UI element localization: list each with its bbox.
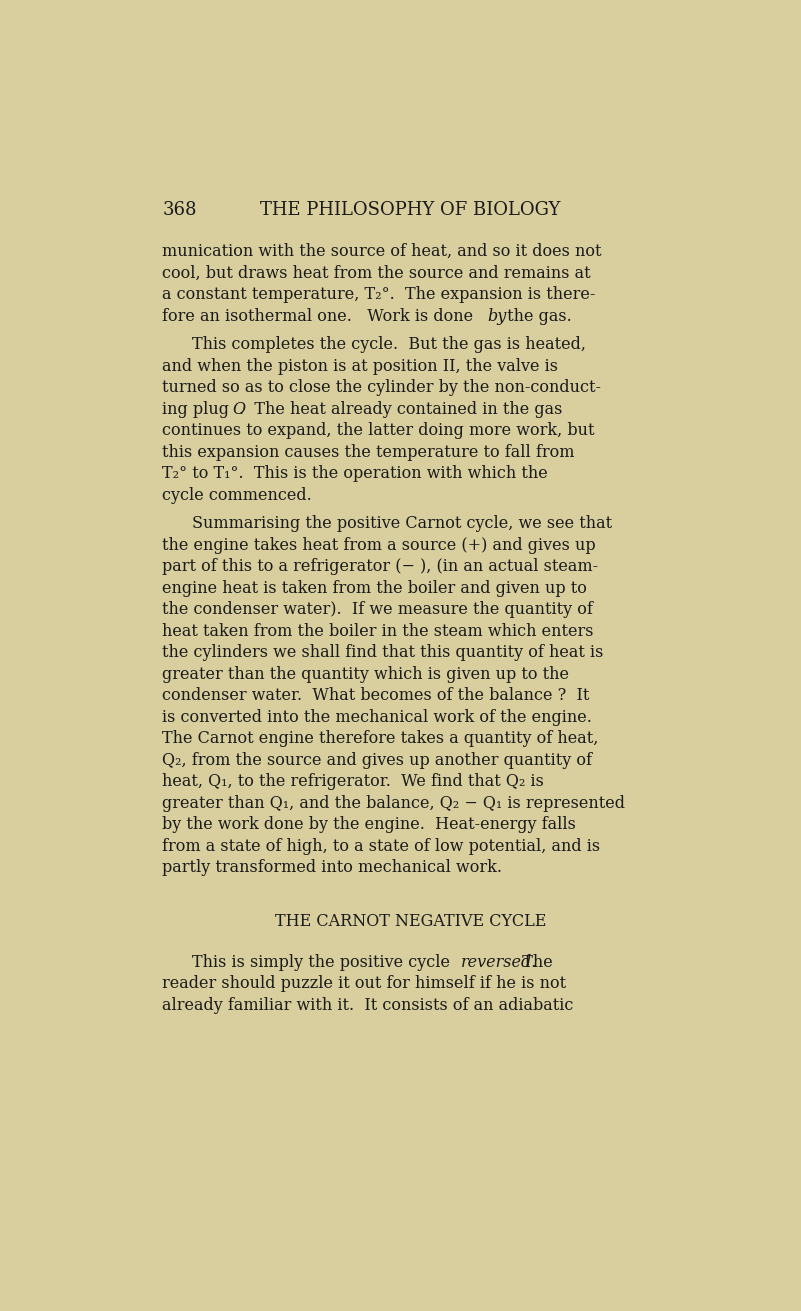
Text: and when the piston is at position II, the valve is: and when the piston is at position II, t… bbox=[162, 358, 558, 375]
Text: the gas.: the gas. bbox=[502, 308, 572, 325]
Text: the cylinders we shall find that this quantity of heat is: the cylinders we shall find that this qu… bbox=[162, 644, 604, 661]
Text: cycle commenced.: cycle commenced. bbox=[162, 486, 312, 503]
Text: heat taken from the boiler in the steam which enters: heat taken from the boiler in the steam … bbox=[162, 623, 594, 640]
Text: turned so as to close the cylinder by the non-conduct-: turned so as to close the cylinder by th… bbox=[162, 379, 602, 396]
Text: Q₂, from the source and gives up another quantity of: Q₂, from the source and gives up another… bbox=[162, 751, 592, 768]
Text: 368: 368 bbox=[162, 201, 197, 219]
Text: fore an isothermal one.   Work is done: fore an isothermal one. Work is done bbox=[162, 308, 478, 325]
Text: T₂° to T₁°.  This is the operation with which the: T₂° to T₁°. This is the operation with w… bbox=[162, 465, 548, 482]
Text: is converted into the mechanical work of the engine.: is converted into the mechanical work of… bbox=[162, 709, 592, 726]
Text: THE CARNOT NEGATIVE CYCLE: THE CARNOT NEGATIVE CYCLE bbox=[275, 912, 546, 929]
Text: The: The bbox=[512, 954, 553, 971]
Text: engine heat is taken from the boiler and given up to: engine heat is taken from the boiler and… bbox=[162, 579, 587, 597]
Text: The Carnot engine therefore takes a quantity of heat,: The Carnot engine therefore takes a quan… bbox=[162, 730, 598, 747]
Text: cool, but draws heat from the source and remains at: cool, but draws heat from the source and… bbox=[162, 265, 591, 282]
Text: already familiar with it.  It consists of an adiabatic: already familiar with it. It consists of… bbox=[162, 996, 574, 1013]
Text: munication with the source of heat, and so it does not: munication with the source of heat, and … bbox=[162, 243, 602, 260]
Text: ing plug: ing plug bbox=[162, 401, 235, 418]
Text: This completes the cycle.  But the gas is heated,: This completes the cycle. But the gas is… bbox=[192, 336, 586, 353]
Text: the engine takes heat from a source (+) and gives up: the engine takes heat from a source (+) … bbox=[162, 536, 596, 553]
Text: by: by bbox=[488, 308, 507, 325]
Text: O: O bbox=[232, 401, 245, 418]
Text: .  The heat already contained in the gas: . The heat already contained in the gas bbox=[239, 401, 562, 418]
Text: THE PHILOSOPHY OF BIOLOGY: THE PHILOSOPHY OF BIOLOGY bbox=[260, 201, 561, 219]
Text: this expansion causes the temperature to fall from: this expansion causes the temperature to… bbox=[162, 443, 574, 460]
Text: partly transformed into mechanical work.: partly transformed into mechanical work. bbox=[162, 859, 502, 876]
Text: Summarising the positive Carnot cycle, we see that: Summarising the positive Carnot cycle, w… bbox=[192, 515, 612, 532]
Text: a constant temperature, T₂°.  The expansion is there-: a constant temperature, T₂°. The expansi… bbox=[162, 286, 596, 303]
Text: reversed.: reversed. bbox=[461, 954, 537, 971]
Text: condenser water.  What becomes of the balance ?  It: condenser water. What becomes of the bal… bbox=[162, 687, 590, 704]
Text: greater than Q₁, and the balance, Q₂ − Q₁ is represented: greater than Q₁, and the balance, Q₂ − Q… bbox=[162, 794, 626, 812]
Text: This is simply the positive cycle: This is simply the positive cycle bbox=[192, 954, 455, 971]
Text: part of this to a refrigerator (− ), (in an actual steam-: part of this to a refrigerator (− ), (in… bbox=[162, 558, 598, 576]
Text: heat, Q₁, to the refrigerator.  We find that Q₂ is: heat, Q₁, to the refrigerator. We find t… bbox=[162, 773, 544, 791]
Text: from a state of high, to a state of low potential, and is: from a state of high, to a state of low … bbox=[162, 838, 600, 855]
Text: the condenser water).  If we measure the quantity of: the condenser water). If we measure the … bbox=[162, 602, 593, 619]
Text: reader should puzzle it out for himself if he is not: reader should puzzle it out for himself … bbox=[162, 975, 566, 992]
Text: by the work done by the engine.  Heat-energy falls: by the work done by the engine. Heat-ene… bbox=[162, 817, 576, 834]
Text: greater than the quantity which is given up to the: greater than the quantity which is given… bbox=[162, 666, 570, 683]
Text: continues to expand, the latter doing more work, but: continues to expand, the latter doing mo… bbox=[162, 422, 594, 439]
